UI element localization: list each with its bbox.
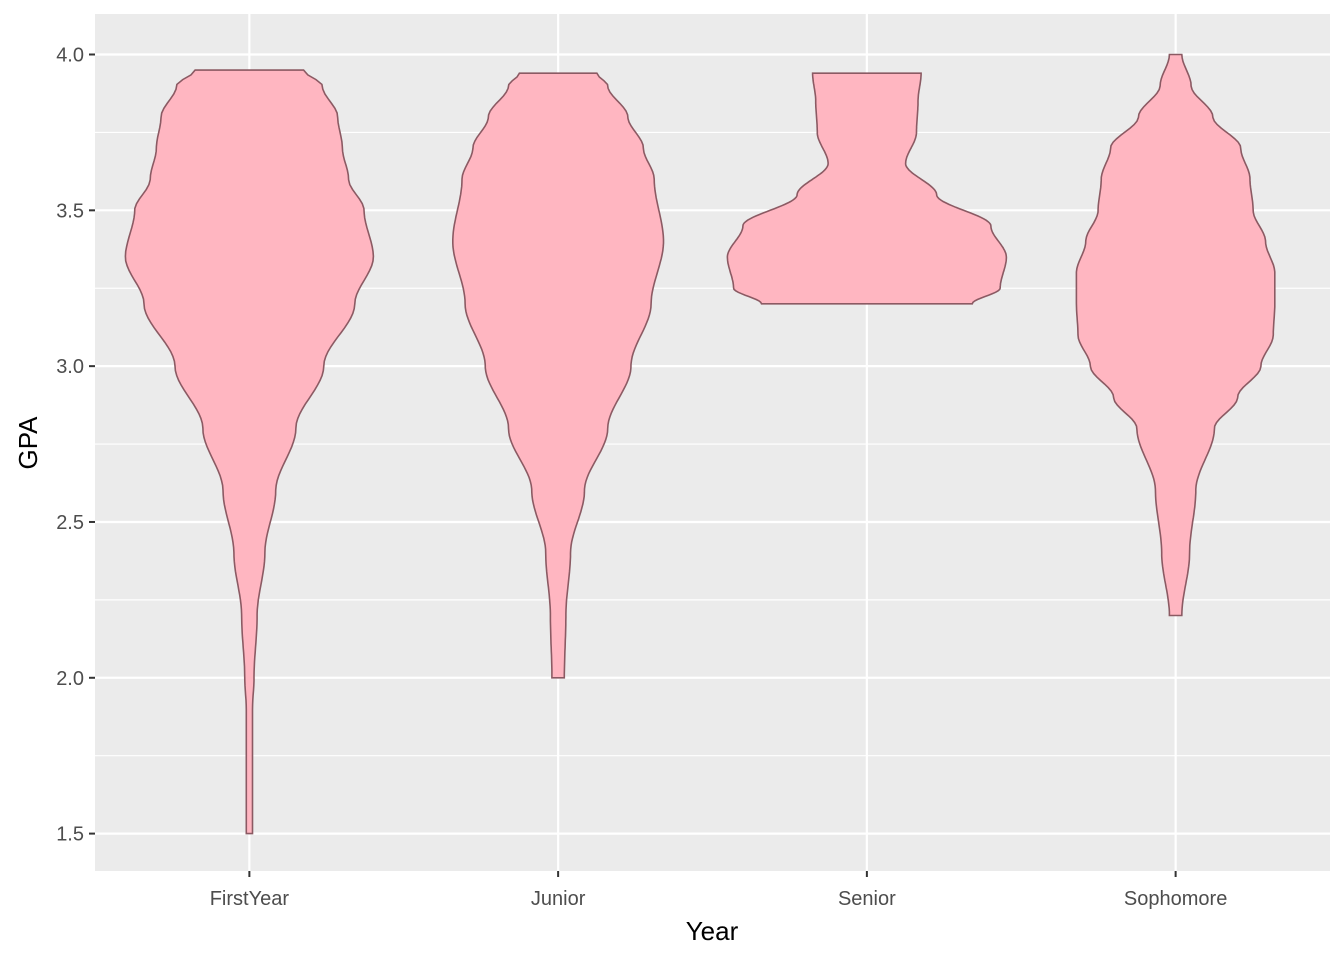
x-tick-label: FirstYear xyxy=(210,888,290,910)
y-tick-label: 2.0 xyxy=(56,668,84,690)
y-tick-label: 1.5 xyxy=(56,824,84,846)
y-tick-label: 2.5 xyxy=(56,512,84,534)
y-axis-title: GPA xyxy=(13,416,43,470)
y-tick-label: 3.0 xyxy=(56,356,84,378)
x-tick-label: Sophomore xyxy=(1124,888,1227,910)
x-tick-label: Senior xyxy=(838,888,896,910)
y-tick-label: 3.5 xyxy=(56,200,84,222)
violin-firstyear xyxy=(124,69,375,835)
x-tick-label: Junior xyxy=(531,888,586,910)
x-axis-ticks: FirstYear Junior Senior Sophomore xyxy=(210,871,1227,910)
x-axis-title: Year xyxy=(686,916,739,946)
y-tick-label: 4.0 xyxy=(56,45,84,67)
violin-junior xyxy=(452,72,665,679)
y-axis-ticks: 1.5 2.0 2.5 3.0 3.5 4.0 xyxy=(56,45,95,846)
violin-senior xyxy=(726,72,1008,305)
violins xyxy=(124,53,1276,835)
violin-sophomore xyxy=(1075,53,1276,617)
